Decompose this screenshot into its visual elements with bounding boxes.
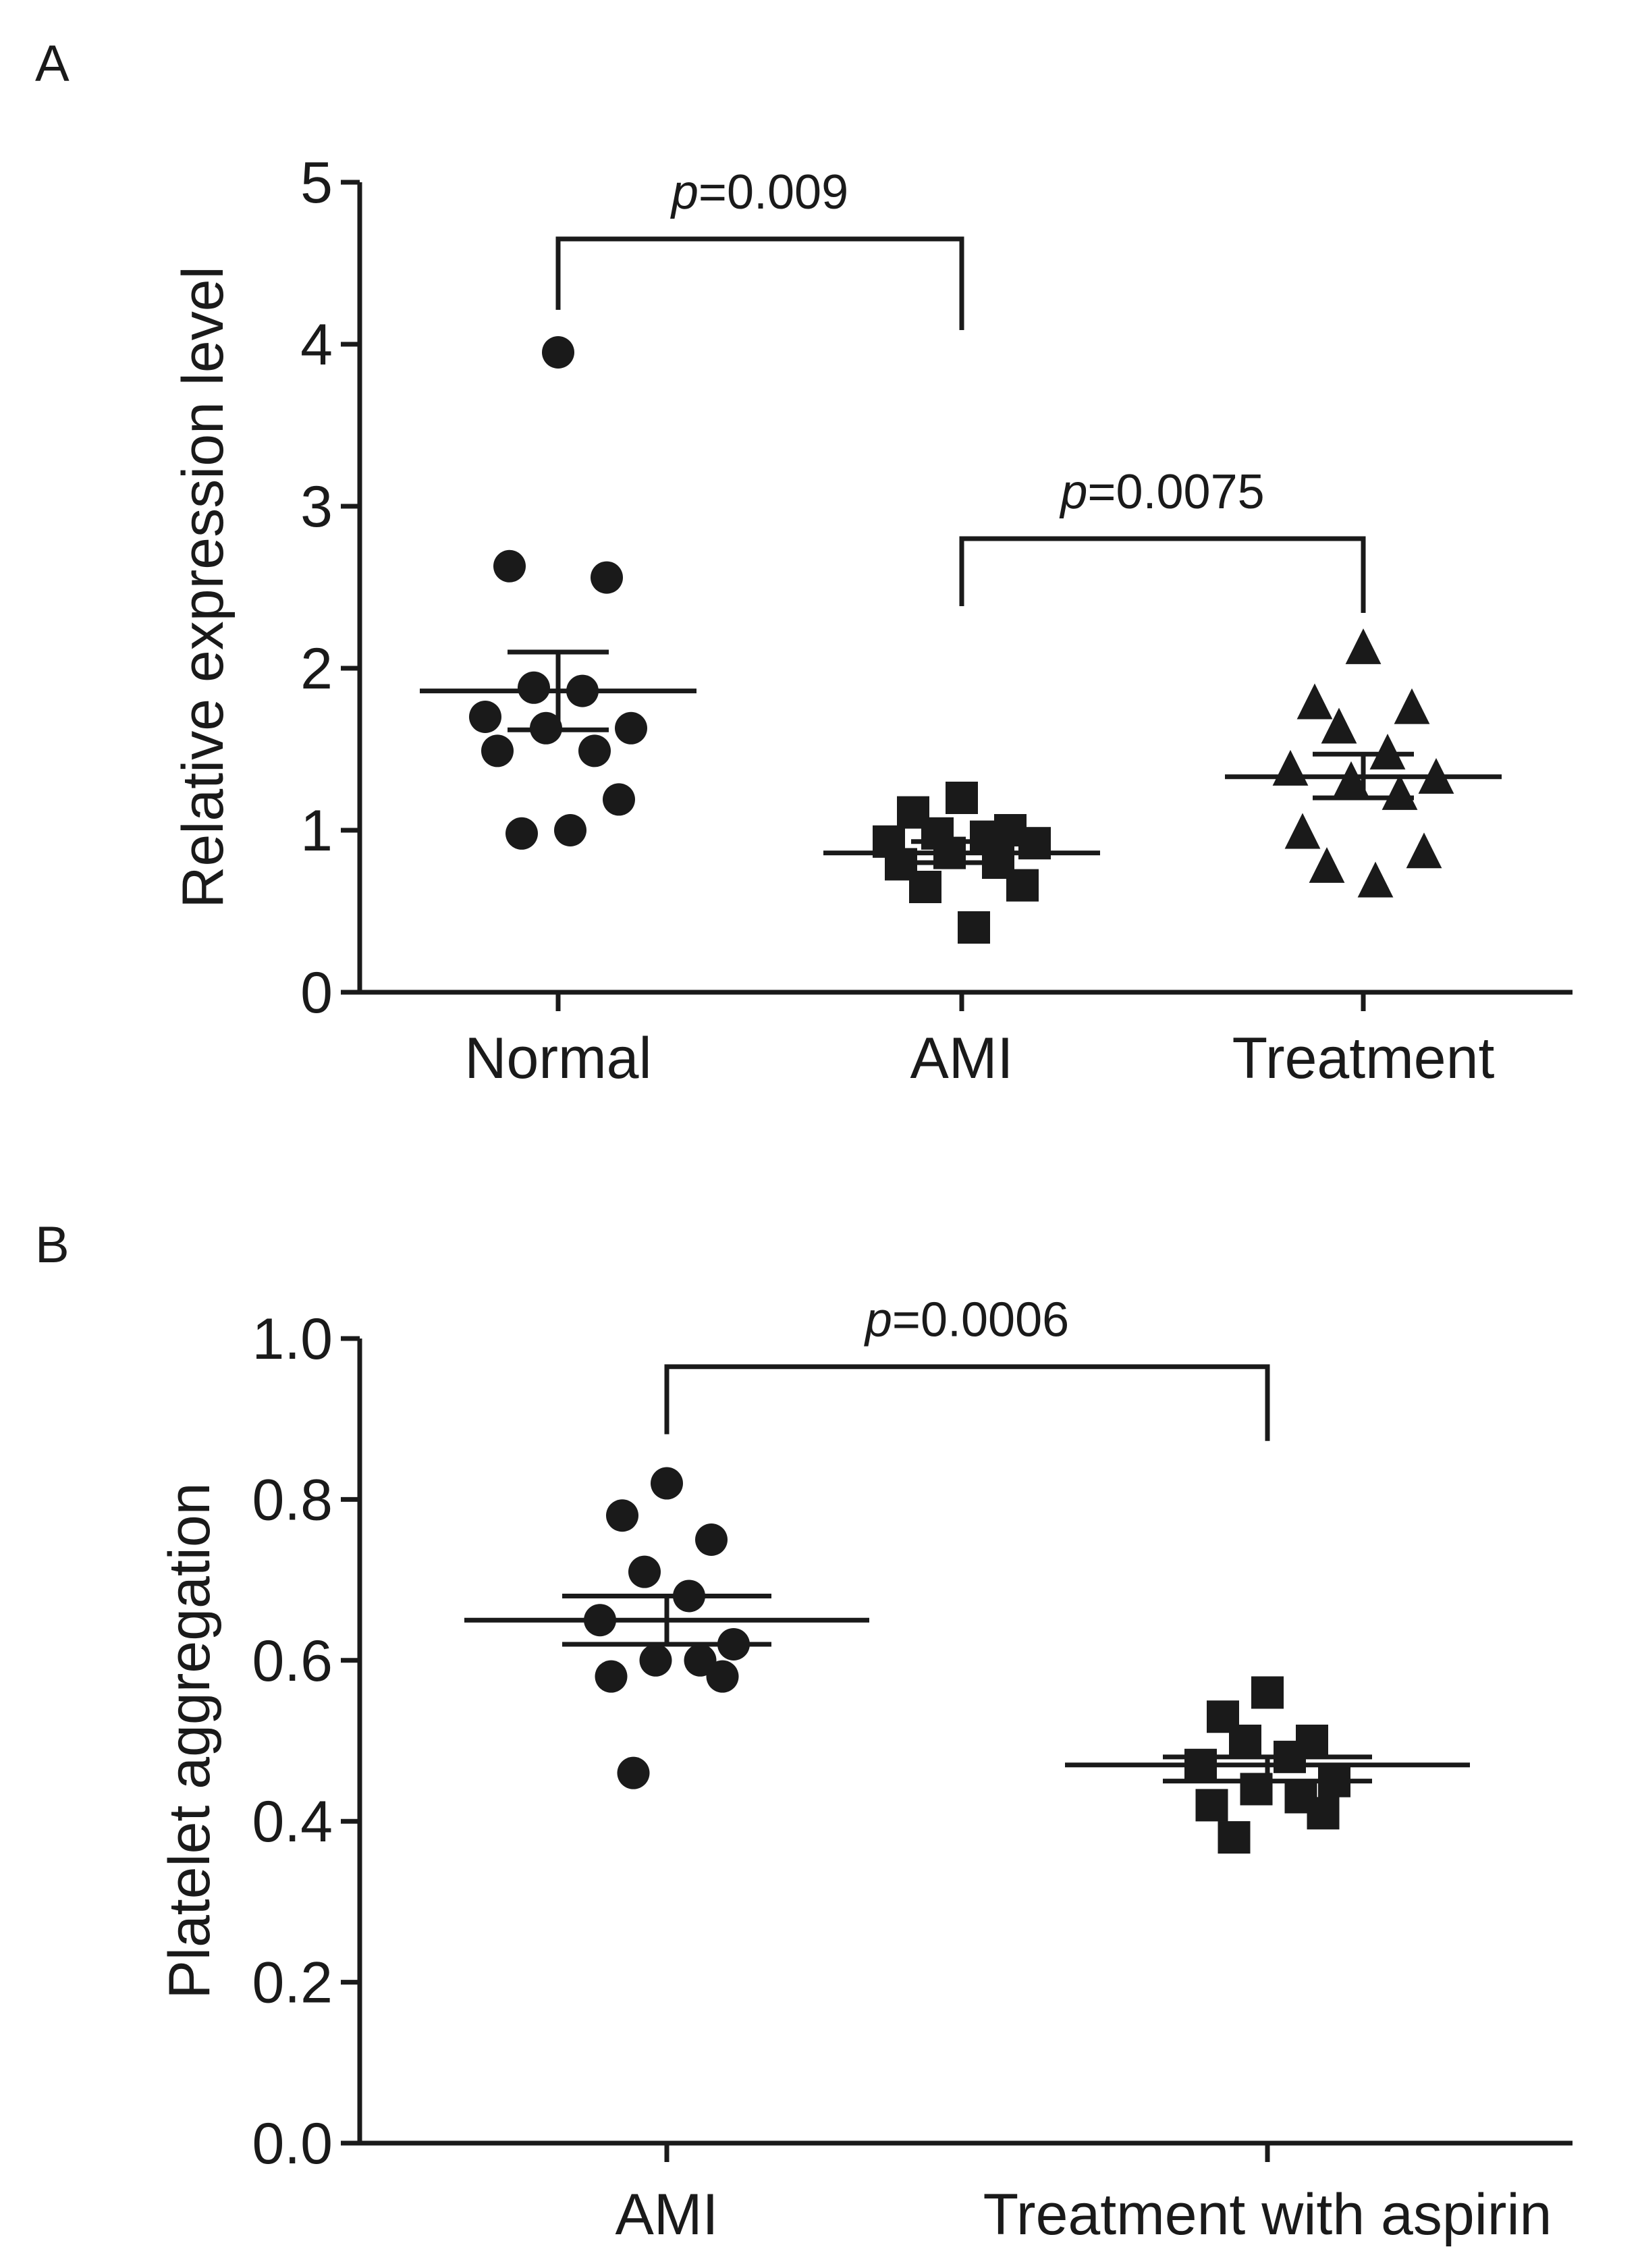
panel-b-y-tick-label: 0.8: [252, 1467, 333, 1532]
panel-a-y-tick-label: 1: [300, 799, 333, 863]
panel-a-point-circle: [518, 671, 550, 704]
panel-b-point-circle: [684, 1644, 717, 1677]
panel-a-point-triangle: [1296, 683, 1333, 720]
panel-a-point-triangle: [1272, 749, 1309, 786]
panel-b-point-circle: [595, 1660, 628, 1693]
panel-b-x-tick-label: AMI: [616, 2182, 719, 2247]
panel-a-point-triangle: [1284, 813, 1321, 849]
panel-a-point-triangle: [1394, 688, 1430, 724]
panel-b-p-symbol: p: [864, 1293, 892, 1347]
panel-b-p-value: p=0.0006: [864, 1293, 1069, 1347]
panel-a-point-triangle: [1309, 846, 1345, 883]
panel-a-point-circle: [505, 817, 538, 850]
panel-a-y-tick-label: 3: [300, 475, 333, 539]
panel-a-p-symbol: p: [670, 165, 699, 219]
panel-b-point-circle: [617, 1756, 650, 1789]
panel-a-point-square: [946, 782, 978, 814]
panel-a-point-circle: [542, 336, 574, 369]
panel-a-x-tick-label: AMI: [910, 1026, 1014, 1091]
panel-a-letter: A: [35, 35, 70, 92]
panel-b-point-circle: [706, 1660, 739, 1693]
panel-a-point-circle: [554, 814, 586, 846]
panel-a-point-triangle: [1369, 733, 1406, 770]
panel-a-point-circle: [469, 701, 501, 733]
panel-a-y-axis-label: Relative expression level: [171, 266, 236, 908]
panel-a-p-value: p=0.0075: [1059, 465, 1264, 519]
panel-b-point-square: [1251, 1676, 1284, 1709]
panel-a-x-tick-label: Normal: [464, 1026, 651, 1091]
panel-b-y-tick-label: 0.2: [252, 1951, 333, 2016]
panel-b-y-tick-label: 1.0: [252, 1307, 333, 1372]
panel-a-point-square: [958, 911, 990, 944]
panel-a-point-triangle: [1406, 832, 1442, 869]
panel-a-significance-bracket: [555, 236, 964, 330]
panel-a-significance-bracket: [959, 536, 1366, 613]
panel-b-significance-bracket: [664, 1364, 1270, 1441]
panel-a-point-square: [909, 871, 941, 903]
panel-b-point-circle: [628, 1555, 661, 1588]
panel-a-point-triangle: [1345, 628, 1382, 664]
panel-a-point-circle: [481, 734, 514, 767]
panel-b-point-square: [1307, 1797, 1340, 1830]
panel-b-x-tick-label: Treatment with aspirin: [983, 2182, 1552, 2247]
panel-a-point-square: [1006, 869, 1039, 902]
panel-b-y-tick-label: 0.0: [252, 2111, 333, 2176]
panel-a-point-circle: [578, 734, 611, 767]
panel-a-y-tick-label: 5: [300, 151, 333, 215]
panel-a-point-circle: [591, 561, 623, 594]
panel-b-point-circle: [606, 1499, 638, 1532]
panel-b-point-square: [1229, 1725, 1261, 1757]
panel-b-point-circle: [639, 1644, 672, 1677]
panel-a-p-symbol: p: [1059, 465, 1087, 519]
panel-a-y-tick-label: 4: [300, 313, 333, 377]
panel-b-point-circle: [651, 1467, 683, 1500]
panel-a-point-circle: [493, 549, 526, 583]
panel-a-point-triangle: [1382, 774, 1418, 810]
panel-a-x-tick-label: Treatment: [1232, 1026, 1495, 1091]
panel-b-y-tick-label: 0.6: [252, 1629, 333, 1694]
panel-a-point-triangle: [1357, 861, 1394, 898]
panel-b-y-axis-label: Platelet aggregation: [157, 1482, 222, 1999]
panel-b-point-square: [1218, 1821, 1251, 1854]
panel-a-point-triangle: [1321, 707, 1357, 744]
panel-a-y-tick-label: 0: [300, 961, 333, 1025]
panel-a-y-tick-label: 2: [300, 637, 333, 701]
panel-a-point-circle: [603, 783, 635, 816]
panel-b-y-tick-label: 0.4: [252, 1789, 333, 1854]
panel-a-point-circle: [615, 711, 647, 745]
panel-b-p-value-number: =0.0006: [892, 1293, 1069, 1347]
panel-b-letter: B: [35, 1216, 70, 1274]
panel-b-point-circle: [695, 1523, 728, 1556]
panel-b-point-square: [1195, 1789, 1228, 1822]
panel-a-p-value-number: =0.0075: [1087, 465, 1264, 519]
panel-a-p-value-number: =0.009: [699, 165, 848, 219]
panel-a-p-value: p=0.009: [670, 165, 848, 219]
